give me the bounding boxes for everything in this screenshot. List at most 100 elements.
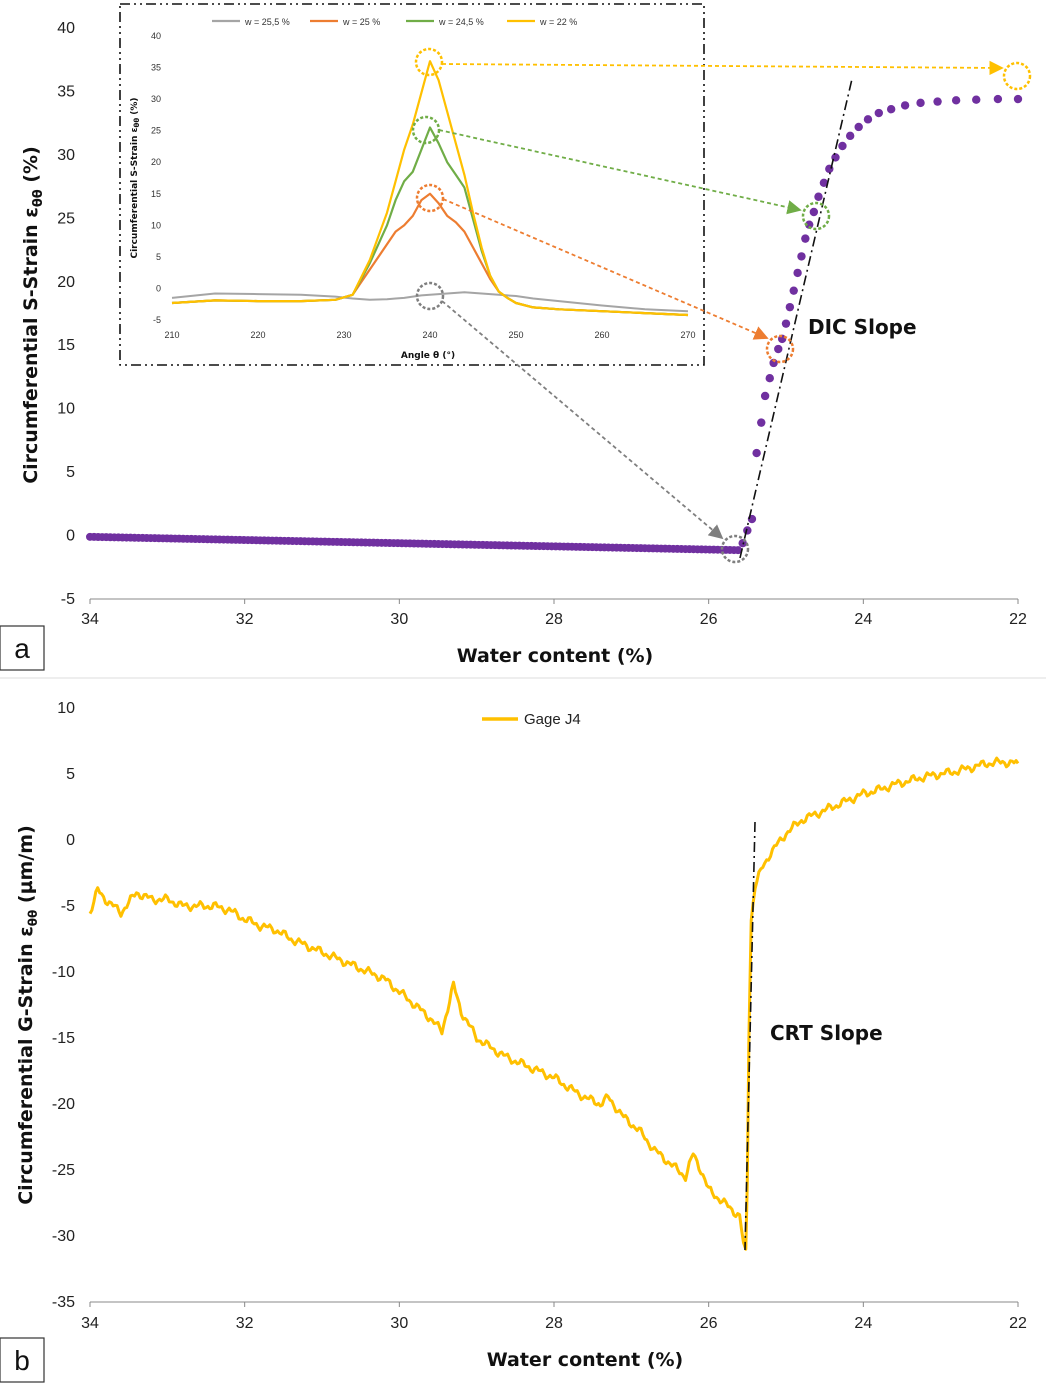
inset-x-title: Angle θ (°): [401, 351, 455, 361]
inset-y-tick-label: 0: [156, 283, 161, 293]
inset-x-tick-label: 260: [594, 330, 609, 340]
panel-a-y-tick-label: 15: [57, 337, 75, 354]
panel-a-y-tick-label: -5: [61, 591, 75, 608]
panel-b-y-tick-label: -5: [61, 898, 75, 915]
panel-a-y-tick-label: 35: [57, 83, 75, 100]
main-highlight-25-5: [720, 534, 750, 564]
inset-y-title-main: Circumferential S-Strain ε: [130, 127, 140, 258]
panel-a-y-tick-label: 5: [66, 464, 75, 481]
panel-a-y-tick-label: 30: [57, 147, 75, 164]
arrow-yellow: [441, 60, 1004, 76]
inset-x-tick-label: 220: [250, 330, 265, 340]
crt-slope-label: CRT Slope: [770, 1021, 883, 1045]
data-point: [774, 344, 783, 354]
panel-b-y-ticks: -35 -30 -25 -20 -15 -10 -5 0 5 10: [52, 700, 75, 1311]
panel-a-x-tick-label: 32: [236, 611, 254, 628]
data-point: [819, 178, 829, 188]
data-point: [951, 96, 961, 105]
data-point: [886, 105, 896, 114]
inset-highlight-25: [415, 183, 445, 213]
data-point: [854, 122, 863, 132]
panel-a-y-tick-label: 20: [57, 274, 75, 291]
data-point: [874, 108, 883, 118]
arrow-gray: [441, 300, 724, 540]
inset-y-title-unit: (%): [130, 97, 140, 117]
panel-b-x-title: Water content (%): [487, 1349, 684, 1371]
panel-b-x-tick-label: 34: [81, 1315, 99, 1332]
arrow-orange: [442, 198, 769, 340]
data-point: [863, 115, 873, 124]
inset-y-tick-label: 40: [151, 31, 161, 41]
data-point: [801, 234, 810, 243]
panel-a-label: a: [14, 633, 30, 664]
inset-frame: [119, 3, 705, 366]
inset-y-ticks: -5 0 5 10 15 20 25 30 35 40: [151, 31, 161, 325]
dic-slope-line: [739, 78, 853, 559]
inset-y-title: Circumferential S-Strain εθθ (%): [130, 97, 141, 258]
data-point: [760, 391, 770, 401]
inset-x-tick-label: 270: [680, 330, 695, 340]
inset-highlight-25-5: [415, 281, 445, 311]
main-highlight-24-5: [801, 201, 831, 231]
data-point: [769, 358, 778, 368]
panel-b-x-tick-label: 24: [854, 1315, 872, 1332]
panel-a-label-box: [0, 625, 45, 671]
inset-x-tick-label: 210: [164, 330, 179, 340]
panel-a-flat-points: [86, 532, 743, 555]
panel-a-x-tick-label: 22: [1009, 611, 1027, 628]
data-point: [809, 207, 819, 217]
inset-legend-label: w = 22 %: [539, 17, 577, 27]
panel-b-legend: Gage J4: [482, 711, 581, 728]
panel-b-y-title: Circumferential G-Strain εθθ (µm/m): [15, 825, 40, 1205]
inset-y-tick-label: 20: [151, 157, 161, 167]
panel-a-y-tick-label: 10: [57, 401, 75, 418]
panel-a-x-tick-label: 30: [390, 611, 408, 628]
data-point: [797, 252, 806, 261]
data-point: [993, 94, 1003, 104]
inset-y-tick-label: 15: [151, 189, 161, 199]
panel-b-x-tick-label: 28: [545, 1315, 563, 1332]
panel-b-label: b: [14, 1345, 30, 1376]
inset-chart: -5 0 5 10 15 20 25 30 35 40 210 220 230 240 250 260 270…: [119, 3, 705, 366]
inset-y-title-sub: θθ: [133, 118, 141, 128]
arrow-green: [438, 129, 802, 215]
panel-b-x-ticks: 34 32 30 28 26 24 22: [81, 1302, 1027, 1332]
data-point: [1013, 94, 1023, 104]
data-point: [933, 97, 942, 106]
panel-a-callouts: [411, 47, 1032, 564]
panel-b-y-title-unit: (µm/m): [15, 825, 37, 910]
data-point: [845, 131, 855, 141]
panel-a-y-ticks: -5 0 5 10 15 20 25 30 35 40: [57, 20, 75, 608]
data-point: [789, 286, 798, 295]
data-point: [972, 95, 981, 104]
main-highlight-25: [765, 334, 795, 364]
panel-a-x-tick-label: 26: [700, 611, 718, 628]
panel-b-y-tick-label: 10: [57, 700, 75, 717]
panel-b-y-tick-label: 5: [66, 766, 75, 783]
panel-a-x-tick-label: 24: [854, 611, 872, 628]
inset-y-tick-label: 30: [151, 94, 161, 104]
data-point: [785, 302, 795, 312]
dic-slope-label: DIC Slope: [808, 315, 917, 339]
inset-x-tick-label: 240: [422, 330, 437, 340]
data-point: [734, 546, 743, 555]
inset-legend: w = 25,5 % w = 25 % w = 24,5 % w = 22 %: [212, 17, 577, 27]
data-point: [752, 448, 761, 458]
data-point: [793, 268, 802, 278]
inset-legend-label: w = 25,5 %: [244, 17, 290, 27]
panel-b-x-tick-label: 30: [390, 1315, 408, 1332]
panel-a-x-ticks: 34 32 30 28 26 24 22: [81, 599, 1027, 628]
panel-a-x-tick-label: 34: [81, 611, 99, 628]
data-point: [814, 192, 823, 201]
panel-b-y-tick-label: -35: [52, 1294, 75, 1311]
data-point: [757, 418, 766, 427]
crt-slope-line: [744, 821, 756, 1251]
panel-b-y-title-main: Circumferential G-Strain ε: [15, 926, 37, 1205]
panel-b-y-tick-label: -15: [52, 1030, 75, 1047]
inset-y-tick-label: 35: [151, 63, 161, 73]
panel-a-y-title-unit: (%): [20, 146, 42, 189]
inset-legend-label: w = 24,5 %: [438, 17, 484, 27]
panel-b-x-tick-label: 32: [236, 1315, 254, 1332]
